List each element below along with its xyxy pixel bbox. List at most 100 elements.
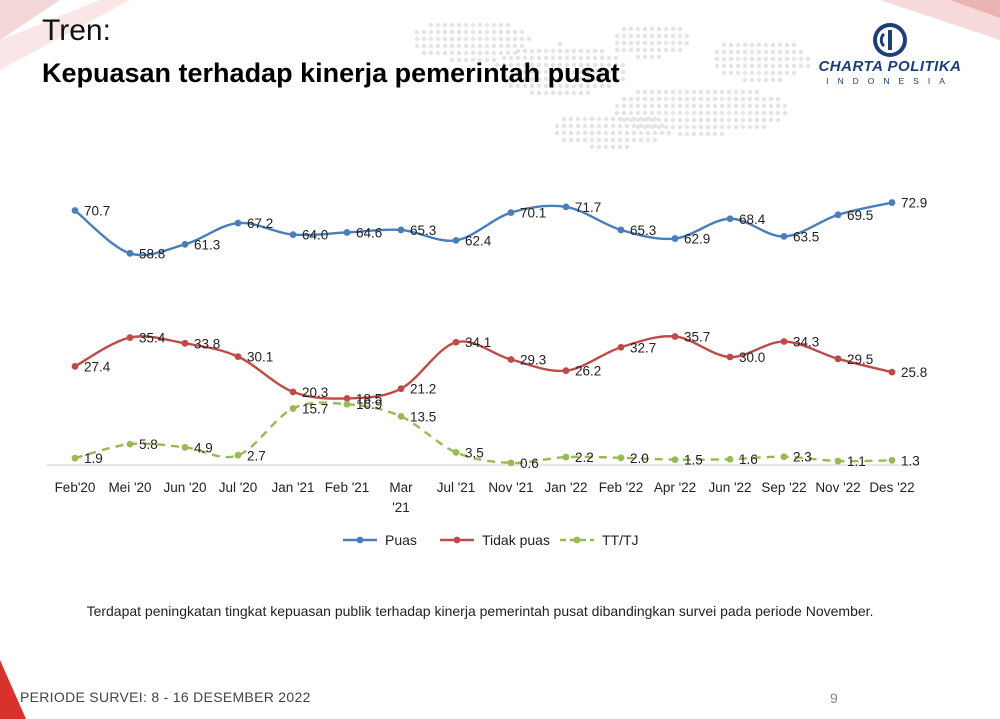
data-point-tt-tj <box>834 457 842 465</box>
data-label-tidak-puas: 32.7 <box>630 340 656 355</box>
data-label-puas: 58.8 <box>139 246 165 261</box>
data-label-tt-tj: 1.9 <box>84 451 103 466</box>
data-label-tt-tj: 16.9 <box>356 397 382 412</box>
x-tick-label: Feb'20 <box>55 480 96 495</box>
data-label-puas: 62.9 <box>684 232 710 247</box>
data-point-tidak-puas <box>726 353 734 361</box>
x-tick-label: Des '22 <box>869 480 914 495</box>
data-label-tt-tj: 3.5 <box>465 445 484 460</box>
data-point-puas <box>343 229 351 236</box>
data-point-tidak-puas <box>617 343 625 351</box>
data-point-tt-tj <box>562 453 570 461</box>
data-label-tidak-puas: 35.4 <box>139 331 166 346</box>
data-point-puas <box>181 240 189 248</box>
data-point-puas <box>671 235 679 242</box>
data-label-tt-tj: 0.6 <box>520 456 539 471</box>
data-label-tt-tj: 15.7 <box>302 401 328 416</box>
page-title: Tren: <box>42 14 111 47</box>
data-point-tidak-puas <box>780 338 788 345</box>
indonesia-dot-map-watermark <box>414 22 811 150</box>
data-point-puas <box>126 249 134 257</box>
data-point-tt-tj <box>289 405 297 412</box>
data-point-tt-tj <box>181 443 189 451</box>
data-point-puas <box>397 226 405 234</box>
data-label-puas: 70.7 <box>84 203 110 218</box>
data-label-tt-tj: 2.7 <box>247 448 266 463</box>
data-label-puas: 65.3 <box>410 223 436 238</box>
data-point-tt-tj <box>71 454 79 462</box>
line-chart: 70.7 58.8 61.3 67.2 64.0 64.6 65.3 62.4 70.1 71.7… <box>47 196 927 548</box>
data-label-tidak-puas: 30.0 <box>739 350 765 365</box>
data-label-puas: 68.4 <box>739 212 766 227</box>
data-point-tt-tj <box>234 451 242 459</box>
data-label-tidak-puas: 29.3 <box>520 353 546 368</box>
data-point-tidak-puas <box>562 367 570 375</box>
legend-marker-tidak-puas <box>453 536 461 544</box>
data-label-tt-tj: 1.6 <box>739 452 758 467</box>
data-point-puas <box>617 226 625 234</box>
data-label-tidak-puas: 30.1 <box>247 350 273 365</box>
data-point-puas <box>452 236 460 244</box>
data-label-tt-tj: 2.3 <box>793 450 812 465</box>
data-point-tidak-puas <box>289 388 297 396</box>
data-label-tidak-puas: 35.7 <box>684 329 710 344</box>
data-point-puas <box>726 215 734 223</box>
data-point-tt-tj <box>726 455 734 463</box>
data-point-tidak-puas <box>234 353 242 361</box>
legend-label-tt-tj: TT/TJ <box>602 532 639 548</box>
data-label-tt-tj: 1.1 <box>847 454 866 469</box>
data-label-tidak-puas: 27.4 <box>84 359 111 374</box>
logo-subtitle: INDONESIA <box>826 76 954 86</box>
data-point-tt-tj <box>617 454 625 462</box>
data-label-puas: 69.5 <box>847 208 873 223</box>
series-line-tidak-puas <box>74 335 893 400</box>
data-label-tidak-puas: 29.5 <box>847 352 873 367</box>
data-label-tidak-puas: 33.8 <box>194 336 220 351</box>
data-point-tt-tj <box>452 449 460 456</box>
data-label-puas: 64.0 <box>302 228 328 243</box>
data-point-tt-tj <box>671 456 679 463</box>
x-tick-label: Mei '20 <box>108 480 151 495</box>
charta-politika-logo: CHARTA POLITIKA INDONESIA <box>804 22 976 92</box>
data-point-puas <box>234 219 242 227</box>
x-tick-label: Jul '20 <box>219 480 258 495</box>
data-point-puas <box>888 199 896 206</box>
data-label-puas: 70.1 <box>520 206 546 221</box>
data-label-tt-tj: 4.9 <box>194 440 213 455</box>
series-line-tt-tj <box>74 401 893 465</box>
chart-title: Kepuasan terhadap kinerja pemerintah pus… <box>42 58 620 88</box>
data-label-puas: 65.3 <box>630 223 656 238</box>
data-label-tt-tj: 2.2 <box>575 450 594 465</box>
data-label-tidak-puas: 21.2 <box>410 382 436 397</box>
data-point-tidak-puas <box>71 362 79 370</box>
survey-period: PERIODE SURVEI: 8 - 16 DESEMBER 2022 <box>20 689 311 705</box>
data-label-puas: 64.6 <box>356 225 382 240</box>
data-label-tidak-puas: 26.2 <box>575 364 601 379</box>
x-tick-label: Feb '22 <box>599 480 644 495</box>
charta-politika-logo-icon <box>873 23 907 57</box>
data-label-tidak-puas: 34.1 <box>465 335 491 350</box>
x-tick-label: Sep '22 <box>761 480 806 495</box>
data-point-tidak-puas <box>671 333 679 340</box>
x-tick-label: Nov '21 <box>488 480 533 495</box>
data-label-tt-tj: 1.3 <box>901 453 920 468</box>
legend-marker-tt-tj <box>573 536 581 544</box>
data-point-tidak-puas <box>181 339 189 347</box>
page-number: 9 <box>830 690 838 706</box>
data-point-tt-tj <box>780 453 788 461</box>
data-point-tidak-puas <box>452 338 460 346</box>
chart-note: Terdapat peningkatan tingkat kepuasan pu… <box>86 603 874 619</box>
data-label-puas: 62.4 <box>465 233 492 248</box>
data-point-puas <box>834 211 842 219</box>
data-point-puas <box>289 231 297 239</box>
data-point-puas <box>562 203 570 211</box>
data-label-tidak-puas: 25.8 <box>901 365 927 380</box>
data-label-puas: 71.7 <box>575 200 601 215</box>
data-label-tidak-puas: 20.3 <box>302 385 328 400</box>
data-label-puas: 61.3 <box>194 237 220 252</box>
data-point-tt-tj <box>888 456 896 464</box>
x-tick-label: Jun '22 <box>708 480 751 495</box>
x-tick-label: Jan '22 <box>544 480 587 495</box>
data-point-tidak-puas <box>343 395 351 402</box>
data-label-tidak-puas: 18.5 <box>356 391 382 406</box>
